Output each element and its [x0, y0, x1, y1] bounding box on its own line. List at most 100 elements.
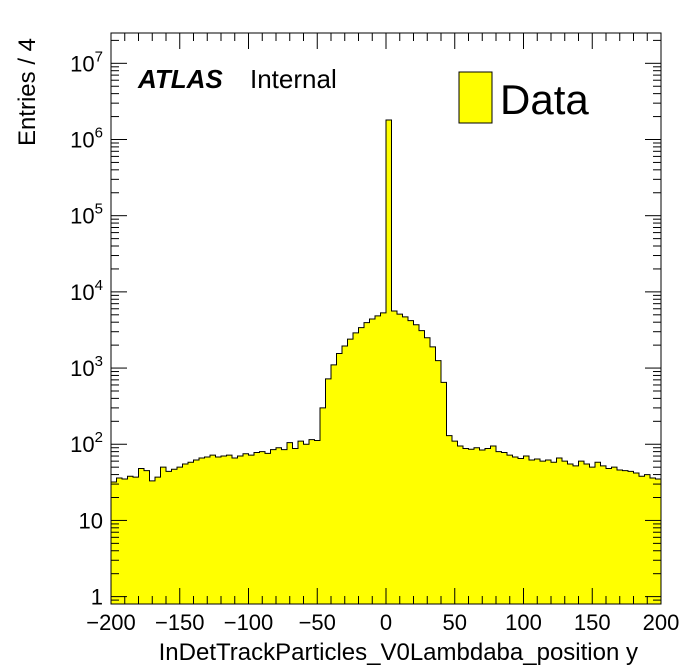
histogram-bin: [210, 455, 216, 604]
histogram-bin: [430, 346, 436, 604]
histogram-bin: [369, 319, 376, 604]
histogram-bin: [386, 120, 392, 604]
histogram-bin: [545, 460, 552, 604]
y-tick-label: 10: [79, 508, 103, 533]
histogram-bin: [435, 360, 442, 604]
histogram-bin: [397, 314, 403, 604]
legend-swatch-data: [458, 71, 493, 124]
legend-label-data: Data: [500, 76, 589, 123]
histogram-bin: [578, 461, 585, 604]
histogram-bin: [567, 464, 574, 604]
histogram-bin: [116, 478, 123, 604]
y-tick-label: 107: [70, 48, 103, 76]
histogram-bin: [248, 455, 255, 604]
histogram-bin: [226, 455, 233, 604]
histogram-bin: [523, 456, 530, 604]
x-tick-label: 200: [643, 610, 680, 635]
x-tick-label: −100: [224, 610, 274, 635]
histogram-bin: [254, 452, 260, 604]
histogram-bin: [276, 447, 282, 604]
histogram-bin: [204, 457, 211, 604]
x-tick-label: −200: [86, 610, 136, 635]
histogram-bin: [556, 457, 563, 604]
histogram-bin: [347, 339, 354, 604]
y-tick-label: 105: [70, 201, 103, 229]
histogram-bin: [534, 459, 541, 604]
histogram-bin: [309, 439, 315, 604]
histogram-bin: [512, 457, 519, 604]
x-tick-labels: −200 −150 −100 −50 0 50 100 150 200: [86, 610, 679, 635]
y-axis-title: Entries / 4: [14, 38, 41, 146]
histogram-bin: [600, 465, 607, 604]
histogram-bin: [617, 469, 623, 604]
histogram-bin: [391, 311, 398, 604]
histogram-bin: [402, 316, 409, 604]
histogram-bin: [353, 332, 359, 604]
histogram-bin: [243, 453, 249, 604]
histogram-bin: [215, 457, 222, 604]
histogram-bin: [611, 467, 618, 604]
x-tick-label: −150: [155, 610, 205, 635]
histogram-bin: [595, 462, 601, 604]
histogram-bin: [237, 456, 244, 604]
histogram-bin: [232, 457, 238, 604]
histogram-bin: [144, 470, 150, 604]
histogram-bin: [463, 448, 469, 604]
y-tick-label: 1: [91, 585, 103, 610]
histogram-bin: [650, 478, 656, 604]
histogram-bin: [540, 461, 546, 604]
histogram-bin: [364, 322, 370, 604]
histogram-bin: [287, 442, 293, 604]
y-tick-label: 106: [70, 125, 103, 153]
y-tick-label: 102: [70, 429, 103, 457]
histogram-bin: [292, 448, 299, 604]
histogram-bin: [199, 457, 205, 604]
histogram-bin: [551, 462, 557, 604]
histogram-bin: [446, 435, 453, 604]
histogram-bin: [644, 474, 651, 604]
histogram-bin: [320, 407, 326, 604]
histogram-bin: [375, 315, 381, 604]
atlas-label-bold: ATLAS: [137, 64, 223, 94]
histogram-bin: [490, 445, 497, 604]
histogram-bin: [628, 471, 634, 604]
y-tick-label: 104: [70, 277, 103, 305]
histogram-bin: [155, 477, 161, 604]
x-tick-label: 0: [380, 610, 392, 635]
histogram-bin: [221, 456, 227, 604]
histogram-bin: [633, 472, 640, 604]
histogram-bin: [182, 464, 189, 604]
histogram-bin: [529, 460, 535, 604]
histogram-bin: [606, 468, 612, 604]
histogram-bin: [507, 455, 513, 604]
x-tick-label: 100: [505, 610, 542, 635]
histogram-bin: [171, 469, 178, 604]
histogram-bin: [188, 462, 194, 604]
histogram-bin: [573, 465, 579, 604]
histogram-outline: [111, 119, 661, 483]
histogram-bin: [452, 441, 458, 604]
histogram-bin: [133, 477, 139, 604]
histogram-bin: [424, 337, 431, 604]
histogram-bin: [358, 327, 365, 604]
histogram-bin: [419, 330, 425, 604]
plot-frame: [110, 32, 662, 605]
histogram-bin: [589, 467, 596, 604]
histogram-bin: [149, 480, 156, 604]
histogram-bin: [562, 461, 568, 604]
histogram-bin: [584, 464, 590, 604]
x-tick-label: −50: [299, 610, 336, 635]
histogram-bin: [298, 441, 304, 604]
histogram-bin: [331, 364, 337, 604]
histogram-bin: [655, 478, 662, 604]
histogram-bin: [474, 447, 480, 604]
x-tick-label: 50: [443, 610, 467, 635]
histogram-bin: [265, 453, 271, 604]
histogram-bin: [281, 449, 288, 604]
histogram-bin: [622, 470, 629, 604]
histogram-bin: [479, 450, 486, 604]
histogram-bin: [127, 476, 134, 604]
histogram-bin: [342, 345, 348, 604]
histogram-bin: [485, 448, 491, 604]
